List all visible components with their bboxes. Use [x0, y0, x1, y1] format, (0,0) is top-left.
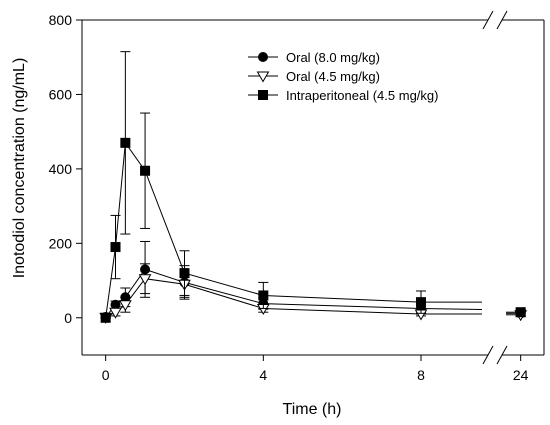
axis-break-bottom	[482, 345, 508, 365]
legend-entry-1: Oral (8.0 mg/kg)	[248, 50, 380, 65]
y-axis-title: Inotodiol concentration (ng/mL)	[11, 58, 28, 279]
legend-marker	[258, 90, 268, 100]
series-2	[99, 263, 528, 324]
data-point	[118, 300, 132, 312]
legend-marker	[256, 71, 270, 83]
series-line	[105, 141, 482, 318]
x-tick-label: 8	[417, 367, 425, 383]
y-tick-label: 200	[49, 235, 73, 251]
x-tick-label: 0	[102, 367, 110, 383]
data-point	[109, 307, 122, 319]
data-point	[179, 268, 190, 279]
data-point	[100, 312, 111, 323]
legend-entry-2: Oral (4.5 mg/kg)	[248, 69, 380, 84]
y-tick-label: 400	[49, 161, 73, 177]
data-point	[110, 242, 121, 253]
data-point	[258, 290, 269, 301]
data-point	[140, 165, 151, 176]
plot-area	[99, 51, 528, 324]
legend-label: Oral (8.0 mg/kg)	[286, 50, 380, 65]
data-point	[120, 137, 131, 148]
break-slash-1	[482, 345, 494, 365]
x-tick-label: 24	[513, 367, 529, 383]
data-point	[138, 274, 152, 286]
series-3	[100, 51, 526, 323]
y-tick-label: 800	[49, 12, 73, 28]
x-axis-title: Time (h)	[283, 401, 342, 418]
axes: 0 200 400 600 800 0 4 8 24	[49, 10, 545, 383]
y-tick-label: 0	[64, 310, 72, 326]
break-slash-2	[496, 10, 508, 30]
break-slash-1	[482, 10, 494, 30]
legend-label: Intraperitoneal (4.5 mg/kg)	[286, 88, 438, 103]
x-tick-label: 4	[259, 367, 267, 383]
legend-label: Oral (4.5 mg/kg)	[286, 69, 380, 84]
legend-entry-3: Intraperitoneal (4.5 mg/kg)	[248, 88, 438, 103]
legend: Oral (8.0 mg/kg) Oral (4.5 mg/kg) Intraper…	[248, 50, 438, 103]
break-slash-2	[496, 345, 508, 365]
legend-marker	[258, 52, 268, 62]
axis-break-top	[482, 10, 508, 30]
data-point	[415, 297, 426, 308]
data-point	[515, 307, 526, 318]
y-tick-label: 600	[49, 86, 73, 102]
